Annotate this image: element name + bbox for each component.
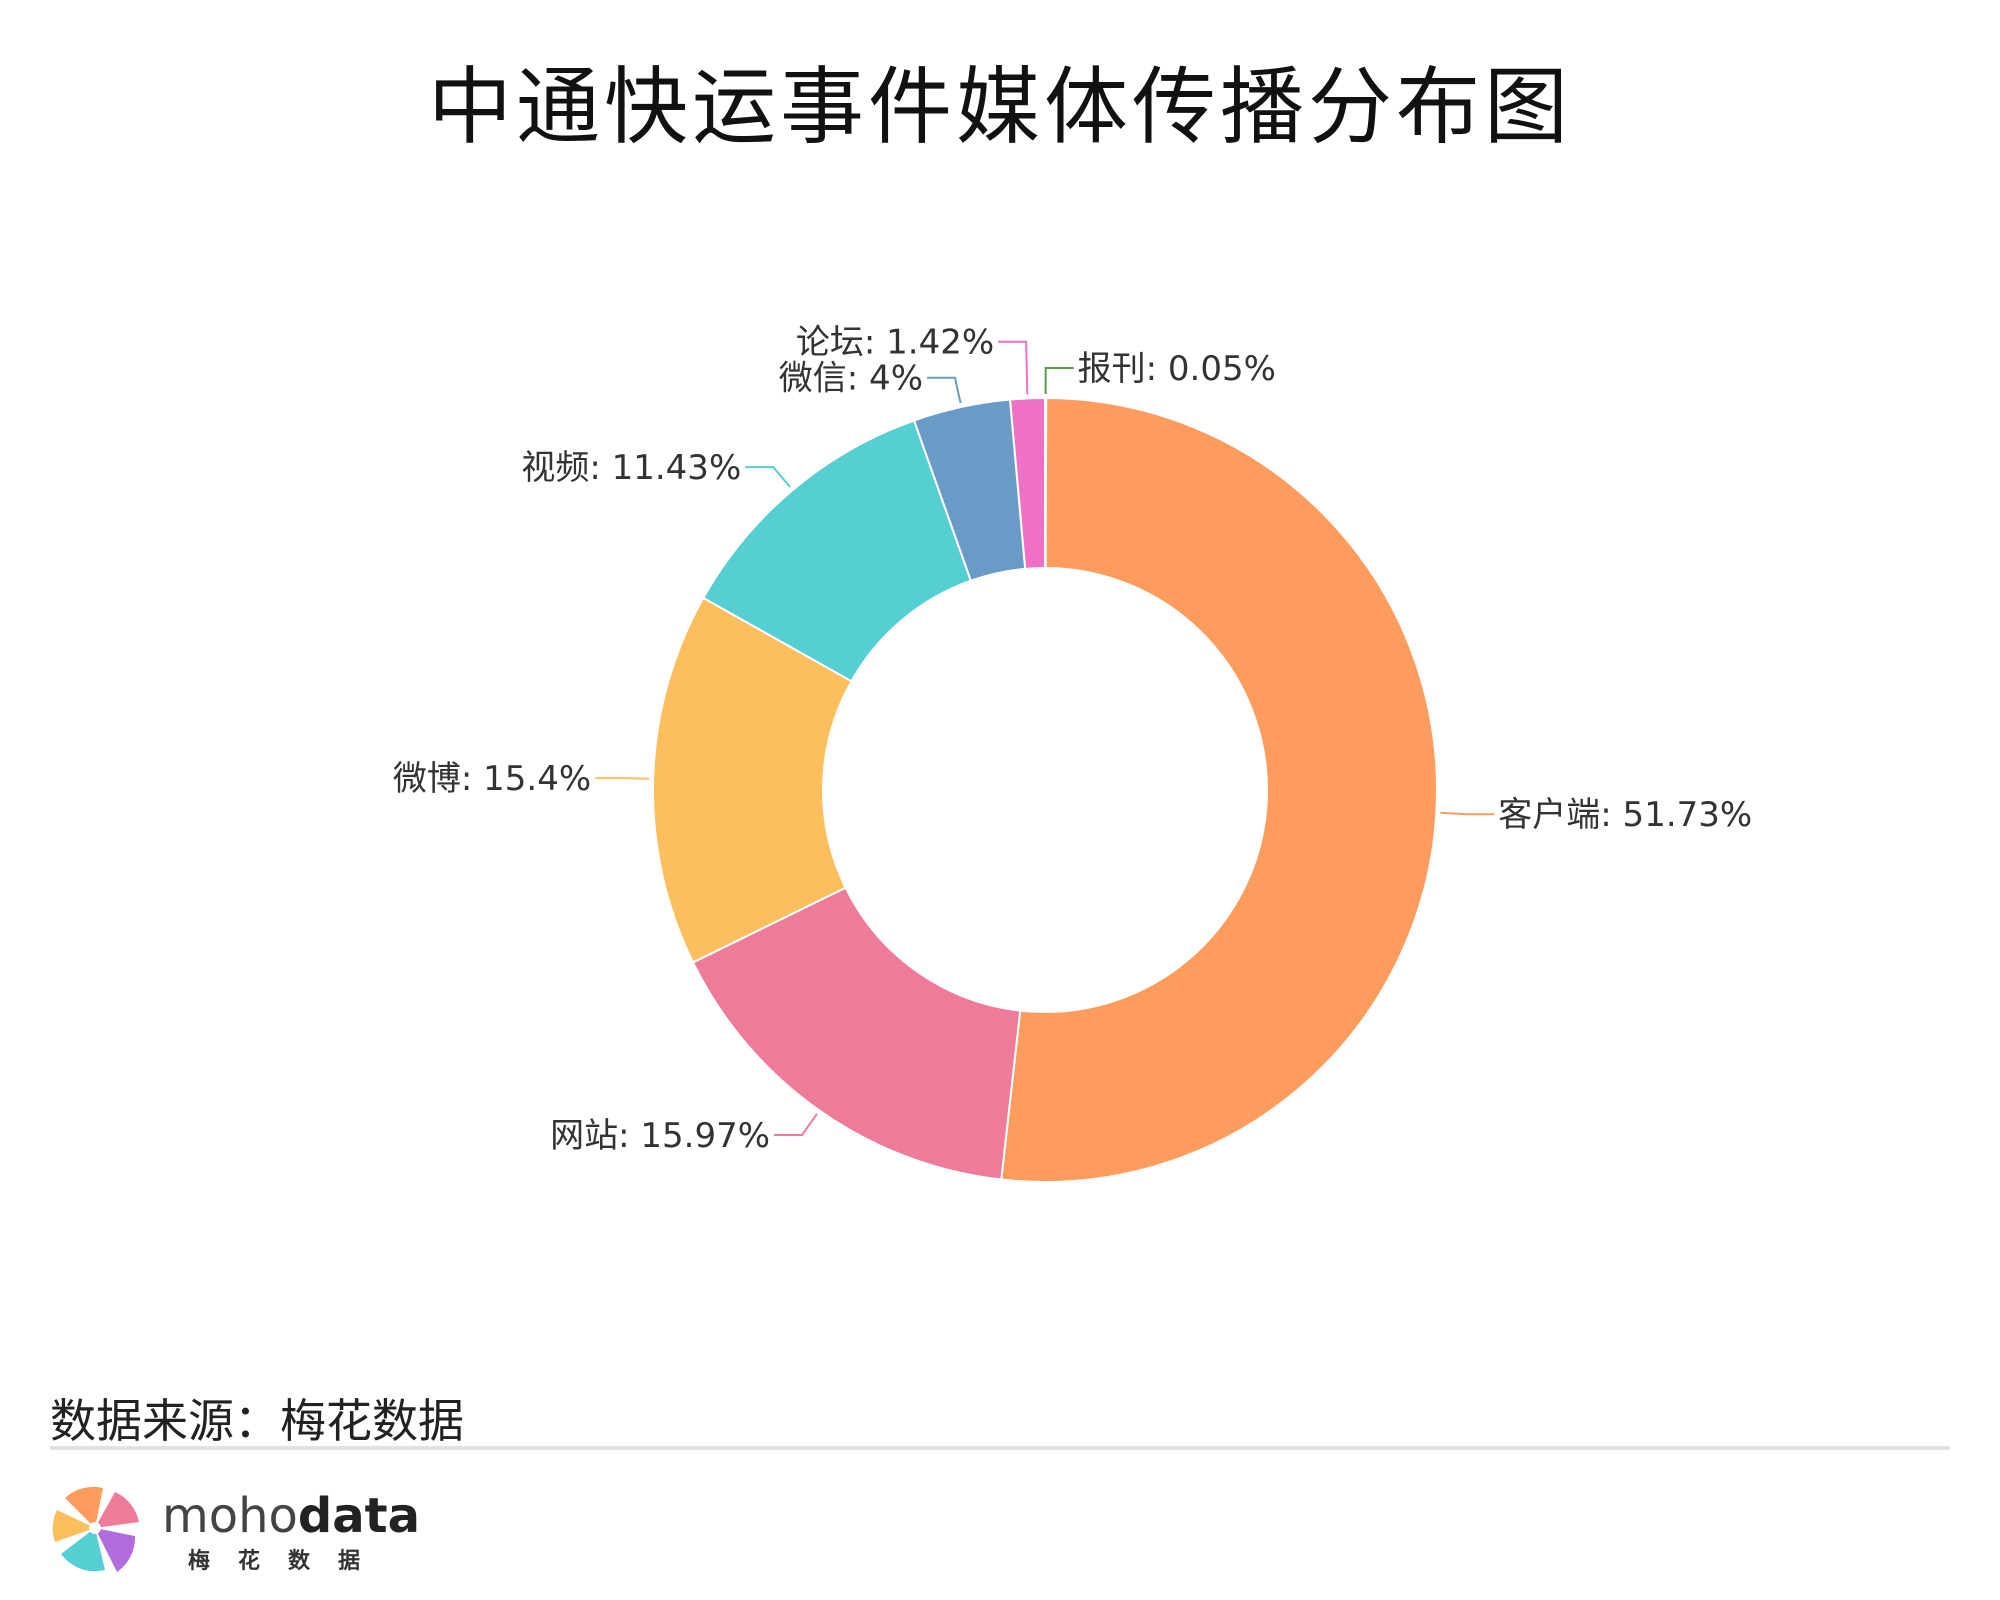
data-source: 数据来源：梅花数据 xyxy=(50,1394,464,1448)
leader-line-5 xyxy=(927,376,962,404)
slice-2 xyxy=(691,886,1022,1181)
leader-line-0 xyxy=(1044,367,1074,395)
data-label-0: 报刊: 0.05% xyxy=(1078,349,1276,389)
brand-subtitle: 梅花数据 xyxy=(188,1549,389,1574)
data-label-5: 微信: 4% xyxy=(779,359,923,399)
leader-line-2 xyxy=(774,1113,818,1137)
leader-line-3 xyxy=(595,777,650,780)
leader-line-6 xyxy=(998,340,1029,395)
divider xyxy=(50,1446,1950,1450)
data-label-2: 网站: 15.97% xyxy=(550,1116,770,1156)
mohodata-logo-icon xyxy=(52,1486,139,1572)
slice-4 xyxy=(701,419,973,683)
leader-line-4 xyxy=(745,466,791,488)
chart-title: 中通快运事件媒体传播分布图 xyxy=(427,58,1572,156)
data-label-3: 微博: 15.4% xyxy=(393,759,591,799)
data-label-1: 客户端: 51.73% xyxy=(1498,795,1752,835)
leader-line-1 xyxy=(1440,811,1495,816)
data-label-6: 论坛: 1.42% xyxy=(796,323,994,363)
slice-6 xyxy=(1008,396,1046,570)
slice-3 xyxy=(652,596,853,964)
data-label-4: 视频: 11.43% xyxy=(521,448,741,488)
brand-name: mohodata xyxy=(162,1488,421,1544)
slice-1 xyxy=(1000,396,1438,1183)
